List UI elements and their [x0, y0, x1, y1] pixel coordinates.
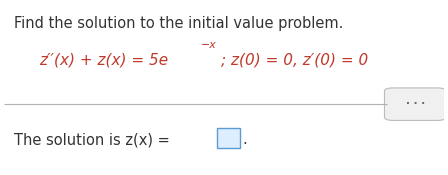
Text: · · ·: · · ·	[405, 99, 425, 109]
FancyBboxPatch shape	[217, 128, 240, 148]
Text: −x: −x	[201, 40, 216, 50]
Text: −x: −x	[201, 40, 216, 50]
Text: The solution is z(x) =: The solution is z(x) =	[14, 132, 174, 147]
Text: Find the solution to the initial value problem.: Find the solution to the initial value p…	[14, 16, 343, 31]
Text: z′′(x) + z(x) = 5e: z′′(x) + z(x) = 5e	[39, 53, 168, 68]
Text: .: .	[242, 132, 247, 147]
Text: ; z(0) = 0, z′(0) = 0: ; z(0) = 0, z′(0) = 0	[220, 53, 368, 68]
FancyBboxPatch shape	[384, 88, 446, 120]
